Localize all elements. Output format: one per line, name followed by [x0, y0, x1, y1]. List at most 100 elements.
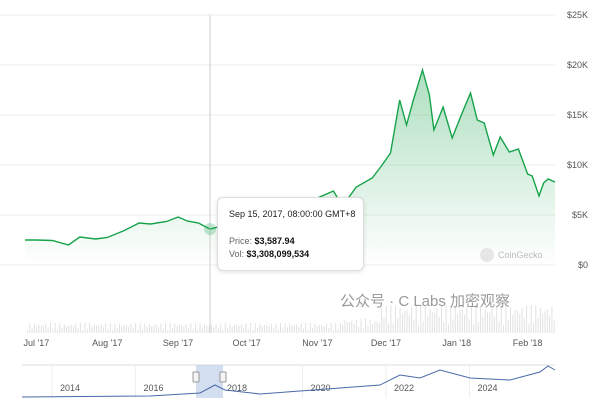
volume-bar — [100, 324, 102, 333]
volume-bar — [236, 325, 238, 333]
volume-bar — [420, 305, 422, 333]
volume-bar — [512, 314, 514, 333]
volume-bar — [105, 323, 107, 333]
x-tick-label: Jul '17 — [24, 338, 50, 348]
navigator-year-label: 2024 — [478, 383, 498, 393]
volume-bar — [335, 323, 337, 333]
navigator-handle-right[interactable] — [219, 371, 227, 383]
volume-bar — [464, 314, 465, 333]
volume-bar — [254, 323, 256, 333]
volume-bar — [144, 323, 146, 333]
volume-bar — [176, 326, 178, 333]
volume-bar — [447, 324, 449, 333]
volume-bar — [174, 323, 176, 333]
volume-bar — [190, 323, 192, 333]
volume-bar — [56, 329, 58, 333]
volume-bar — [146, 327, 148, 333]
volume-bar — [229, 323, 231, 333]
volume-bar — [261, 326, 263, 333]
volume-bar — [183, 326, 185, 333]
volume-bar — [367, 326, 369, 333]
volume-bar — [489, 311, 491, 333]
volume-bar — [192, 329, 194, 333]
volume-bar — [365, 318, 367, 333]
navigator-handle-left[interactable] — [192, 371, 200, 383]
volume-bar — [36, 326, 38, 333]
navigator-year-label: 2014 — [60, 383, 80, 393]
volume-bar — [452, 318, 454, 333]
volume-bar — [263, 325, 265, 333]
volume-bar — [500, 305, 502, 333]
volume-bar — [427, 316, 429, 333]
volume-bar — [303, 329, 304, 333]
volume-bar — [383, 317, 385, 333]
volume-bar — [546, 309, 548, 333]
volume-bar — [445, 305, 447, 333]
volume-bar — [82, 330, 84, 333]
y-tick-label: $15K — [567, 110, 588, 120]
volume-bar — [68, 325, 70, 333]
volume-bar — [128, 326, 130, 333]
volume-bar — [305, 323, 307, 333]
volume-bar — [167, 330, 169, 333]
navigator-year-label: 2016 — [144, 383, 164, 393]
volume-bar — [45, 324, 47, 333]
volume-bar — [395, 305, 396, 333]
volume-bar — [270, 323, 272, 333]
volume-bar — [372, 323, 373, 333]
volume-bar — [252, 329, 254, 333]
volume-bar — [109, 323, 111, 333]
volume-bar — [130, 323, 132, 333]
coingecko-watermark: CoinGecko — [480, 248, 543, 262]
volume-bar — [61, 327, 63, 333]
volume-bar — [438, 317, 440, 333]
volume-bar — [245, 323, 247, 333]
volume-bar — [544, 311, 546, 333]
volume-bar — [473, 324, 475, 333]
volume-bar — [165, 323, 166, 333]
x-tick-label: Oct '17 — [232, 338, 260, 348]
volume-bar — [231, 326, 233, 333]
volume-bar — [344, 320, 346, 333]
navigator-line — [21, 365, 556, 398]
volume-bar — [503, 325, 505, 333]
volume-bar — [257, 327, 258, 333]
volume-bar — [33, 323, 35, 333]
volume-bar — [314, 323, 316, 333]
volume-bar — [493, 316, 495, 333]
volume-bar — [539, 307, 541, 333]
volume-bar — [480, 306, 482, 333]
volume-bar — [282, 329, 284, 333]
volume-bar — [498, 321, 500, 333]
volume-bar — [376, 321, 378, 333]
volume-bar — [316, 326, 318, 333]
volume-bar — [424, 306, 426, 333]
navigator-year-label: 2022 — [394, 383, 414, 393]
volume-bar — [181, 325, 183, 333]
volume-bar — [434, 312, 436, 333]
volume-bar — [280, 323, 281, 333]
price-line — [25, 67, 556, 246]
volume-bar — [429, 308, 431, 333]
volume-bar — [151, 325, 153, 333]
volume-bar — [259, 323, 261, 333]
volume-bar — [132, 328, 134, 333]
volume-bar — [139, 323, 141, 333]
volume-bar — [86, 328, 88, 333]
volume-bar — [326, 323, 327, 333]
volume-bar — [549, 315, 551, 333]
volume-bar — [523, 318, 525, 333]
price-area — [25, 70, 555, 265]
volume-bar — [475, 305, 477, 333]
volume-bar — [273, 328, 275, 333]
navigator-year-label: 2020 — [311, 383, 331, 393]
volume-bar — [390, 305, 392, 333]
volume-bar — [89, 323, 91, 333]
x-tick-label: Sep '17 — [163, 338, 193, 348]
volume-bar — [206, 325, 208, 333]
tooltip-price: Price: $3,587.94 — [229, 236, 295, 246]
volume-bar — [388, 323, 390, 333]
x-tick-label: Nov '17 — [302, 338, 332, 348]
